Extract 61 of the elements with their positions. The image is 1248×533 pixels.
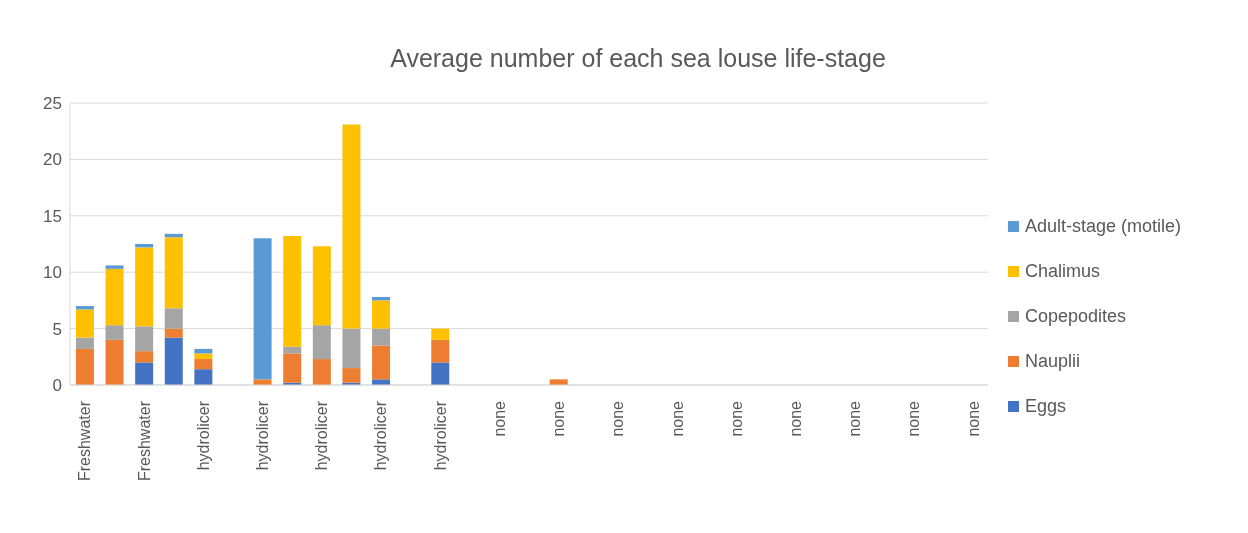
x-tick-label: none (490, 400, 508, 437)
y-tick-label: 25 (43, 94, 62, 114)
x-tick-label: none (787, 400, 805, 437)
legend-label: Eggs (1025, 396, 1067, 417)
y-tick-label: 20 (43, 150, 62, 170)
x-tick-label: Freshwater (135, 400, 153, 482)
legend-label: Adult-stage (motile) (1025, 216, 1182, 237)
bar (431, 362, 450, 385)
bar (75, 309, 94, 338)
x-tick-label: none (727, 400, 745, 437)
x-tick-label: none (905, 400, 923, 437)
bar (194, 359, 213, 370)
bar (283, 236, 302, 347)
bar (164, 308, 183, 329)
y-tick-label: 5 (52, 319, 62, 339)
bar (342, 328, 361, 369)
y-tick-label: 10 (43, 263, 62, 283)
bar (194, 353, 213, 360)
legend-label: Nauplii (1025, 351, 1081, 372)
bar (283, 353, 302, 383)
bar (431, 339, 450, 363)
x-tick-label: none (964, 400, 982, 437)
bar (135, 362, 154, 385)
bar (105, 339, 124, 385)
bar (342, 368, 361, 383)
bar (75, 348, 94, 385)
bar (431, 328, 450, 340)
bar (135, 247, 154, 327)
bar (135, 326, 154, 352)
x-tick-label: none (668, 400, 686, 437)
x-tick-label: Freshwater (76, 400, 94, 482)
x-tick-label: none (846, 400, 864, 437)
bar (105, 265, 124, 269)
x-tick-label: hydrolicer (372, 400, 390, 471)
x-tick-label: hydrolicer (431, 400, 449, 471)
chart-title: Average number of each sea louse life-stage (389, 44, 887, 73)
legend-label: Copepodites (1025, 306, 1127, 327)
bar (164, 328, 183, 338)
bar (135, 351, 154, 363)
bar (105, 268, 124, 326)
x-tick-label: none (550, 400, 568, 437)
bar (164, 237, 183, 309)
bar (372, 300, 391, 329)
bar (372, 345, 391, 380)
x-tick-label: hydrolicer (253, 400, 271, 471)
legend-label: Chalimus (1025, 261, 1101, 282)
y-tick-label: 15 (43, 206, 62, 226)
bar (105, 325, 124, 340)
bar (164, 337, 183, 385)
x-tick-label: none (609, 400, 627, 437)
bar (312, 325, 331, 360)
bar (253, 238, 272, 380)
bar (194, 369, 213, 385)
bar (372, 328, 391, 346)
bar (312, 246, 331, 326)
bar (342, 124, 361, 329)
x-tick-label: hydrolicer (313, 400, 331, 471)
y-tick-label: 0 (52, 376, 62, 396)
bar (75, 337, 94, 349)
bar (312, 359, 331, 385)
x-tick-label: hydrolicer (194, 400, 212, 471)
